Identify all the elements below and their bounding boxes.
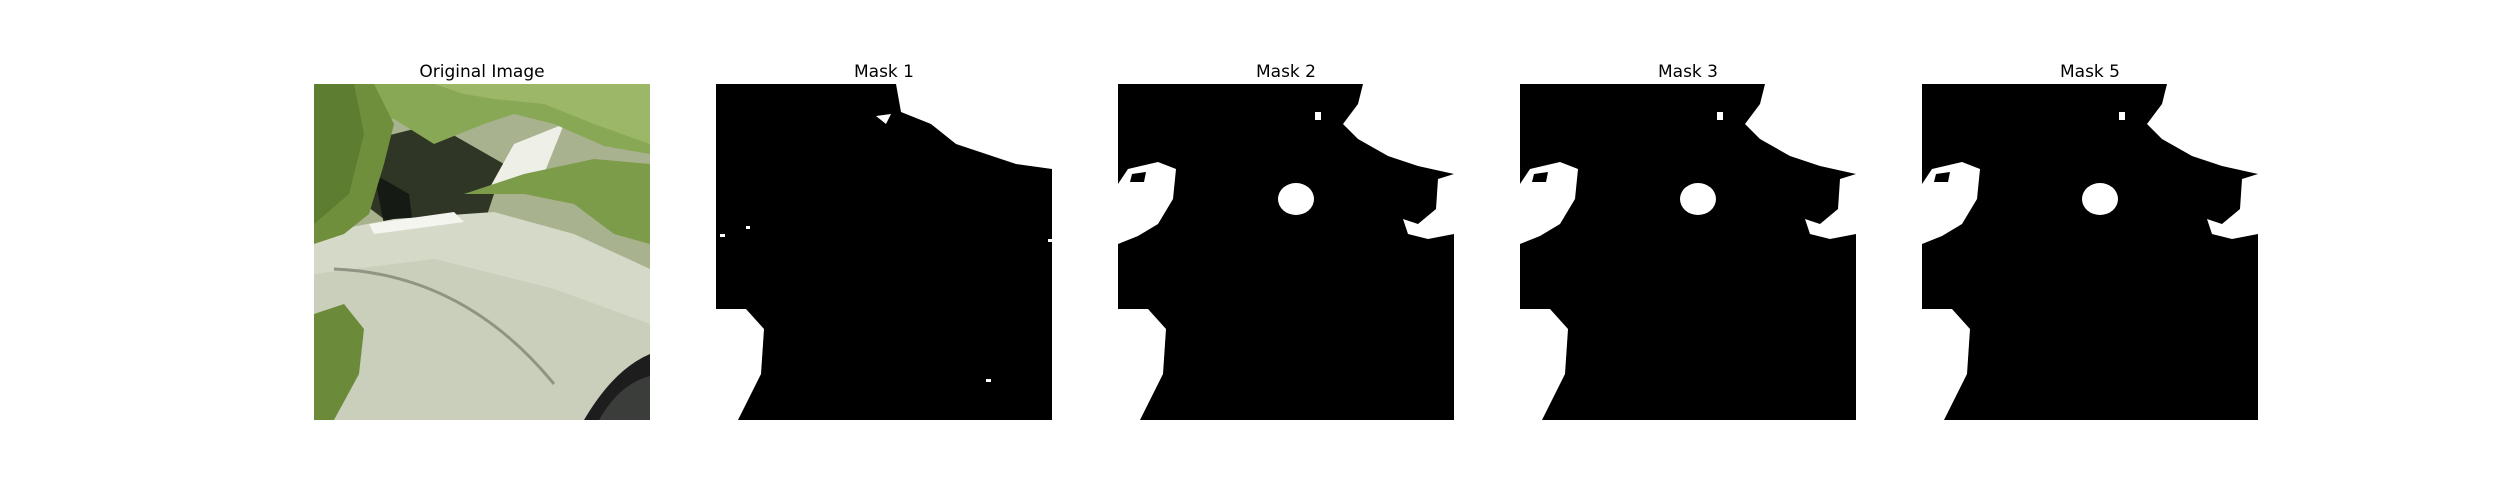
panel-title: Mask 2 <box>1255 62 1316 82</box>
mask-2-image <box>1118 84 1454 420</box>
mask-1-graphic <box>716 84 1052 420</box>
mask-3-graphic <box>1520 84 1856 420</box>
mask-2-graphic <box>1118 84 1454 420</box>
panel-title: Mask 1 <box>853 62 914 82</box>
mask-5-image <box>1922 84 2258 420</box>
panel-title: Mask 5 <box>2059 62 2120 82</box>
mask-3-image <box>1520 84 1856 420</box>
panel-title: Mask 3 <box>1657 62 1718 82</box>
mask-2-panel: Mask 2 <box>1118 60 1454 420</box>
original-photo <box>314 84 650 420</box>
mask-1-image <box>716 84 1052 420</box>
original-image-panel: Original Image <box>314 60 650 420</box>
mask-5-graphic <box>1922 84 2258 420</box>
mask-1-panel: Mask 1 <box>716 60 1052 420</box>
original-image <box>314 84 650 420</box>
mask-3-panel: Mask 3 <box>1520 60 1856 420</box>
mask-5-panel: Mask 5 <box>1922 60 2258 420</box>
panel-title: Original Image <box>419 62 545 82</box>
